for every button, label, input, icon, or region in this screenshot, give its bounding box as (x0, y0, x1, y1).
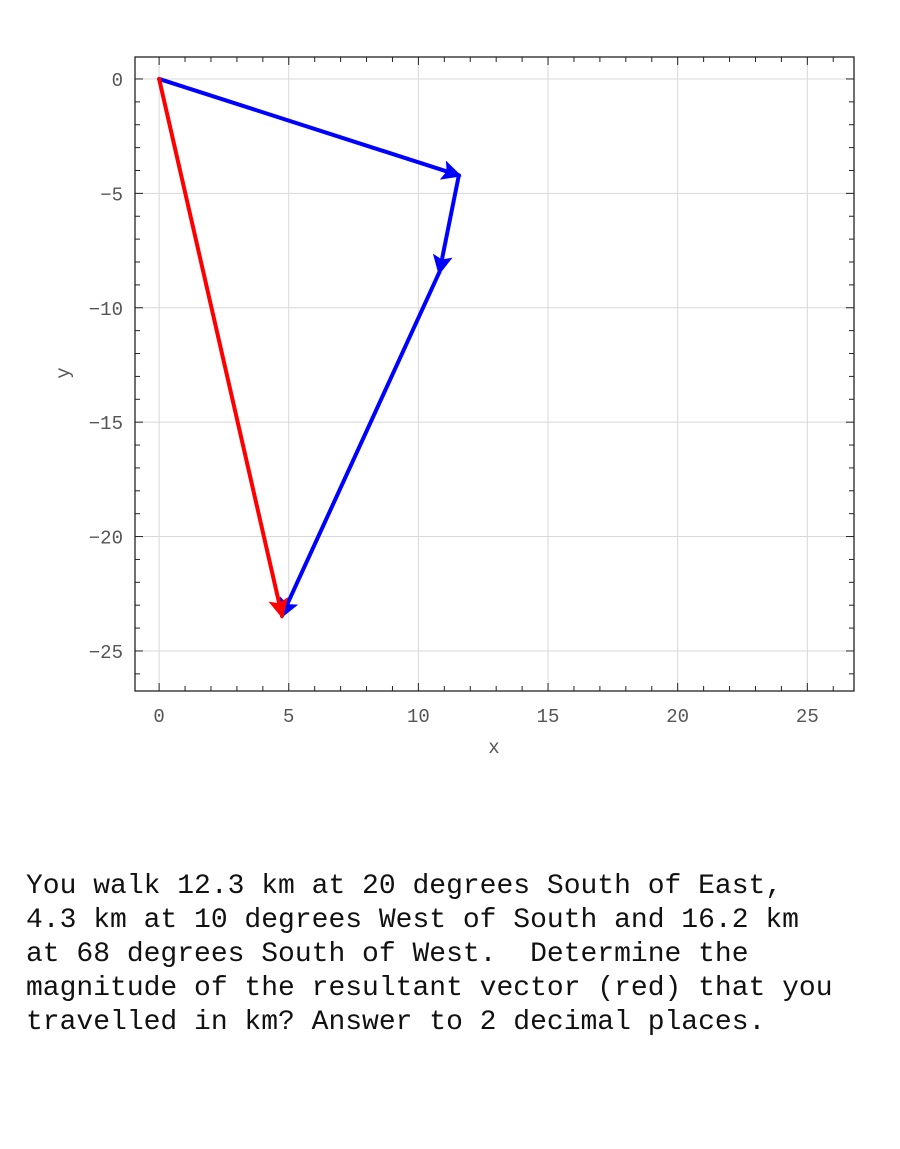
y-axis-label: y (53, 367, 75, 378)
y-tick-label: −5 (100, 184, 123, 206)
ticks (135, 57, 854, 691)
y-tick-label: −10 (89, 299, 123, 321)
tick-labels: 0 5 10 15 20 25 0 −5 −10 −15 −20 −25 (89, 70, 819, 728)
grid (135, 57, 854, 691)
x-tick-label: 5 (283, 706, 294, 728)
x-tick-label: 15 (537, 706, 560, 728)
y-tick-label: −15 (89, 413, 123, 435)
vectors (157, 76, 462, 619)
x-axis-label: x (488, 737, 499, 759)
resultant-vector (157, 76, 289, 619)
displacement-vector (432, 173, 461, 276)
vector-plot: 0 5 10 15 20 25 0 −5 −10 −15 −20 −25 x y (53, 56, 855, 759)
y-tick-label: −25 (89, 642, 123, 664)
x-tick-label: 0 (153, 706, 164, 728)
x-tick-label: 10 (407, 706, 430, 728)
plot-frame (134, 56, 855, 692)
displacement-vector (279, 270, 442, 619)
displacement-vector (157, 76, 462, 180)
y-tick-label: −20 (89, 528, 123, 550)
x-tick-label: 25 (796, 706, 819, 728)
question-text: You walk 12.3 km at 20 degrees South of … (26, 871, 833, 1038)
y-tick-label: 0 (112, 70, 123, 92)
x-tick-label: 20 (666, 706, 689, 728)
